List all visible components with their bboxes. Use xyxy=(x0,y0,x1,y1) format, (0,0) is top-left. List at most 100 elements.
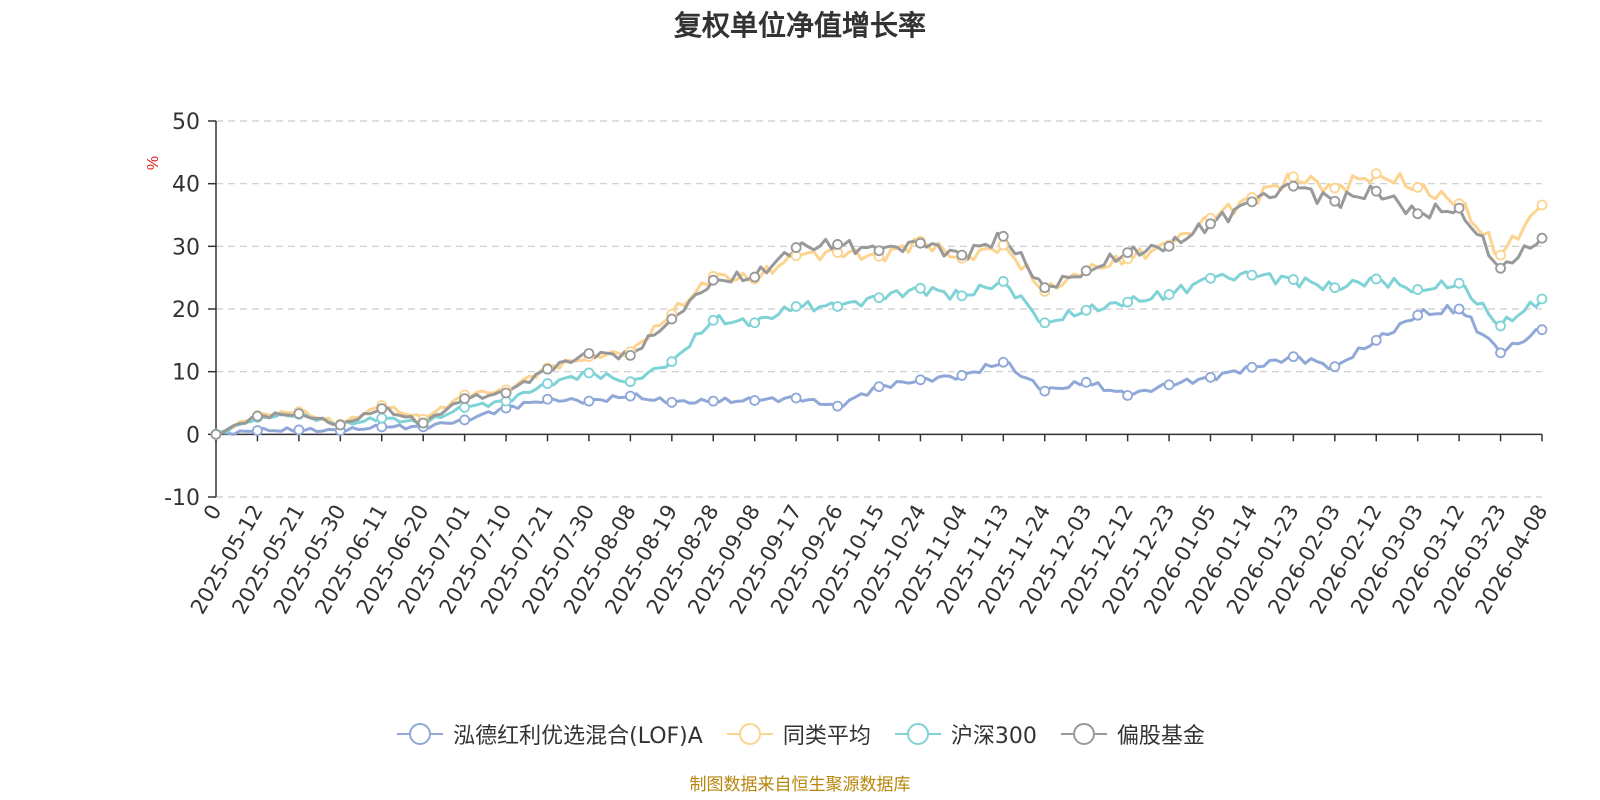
data-point[interactable] xyxy=(1246,361,1258,373)
data-point[interactable] xyxy=(1495,262,1506,274)
data-point[interactable] xyxy=(1453,303,1465,315)
data-point[interactable] xyxy=(1370,273,1382,285)
data-point[interactable] xyxy=(832,301,843,312)
data-point[interactable] xyxy=(1039,317,1051,329)
data-point[interactable] xyxy=(376,412,388,424)
data-point[interactable] xyxy=(1287,180,1299,192)
data-point[interactable] xyxy=(997,239,1009,251)
legend-item-1[interactable]: 同类平均 xyxy=(725,718,871,750)
data-point[interactable] xyxy=(417,417,429,429)
data-point[interactable] xyxy=(293,424,305,436)
data-point[interactable] xyxy=(956,290,968,302)
data-point[interactable] xyxy=(915,282,926,294)
data-point[interactable] xyxy=(1370,185,1382,197)
data-point[interactable] xyxy=(252,410,263,422)
data-point[interactable] xyxy=(624,349,636,361)
data-point[interactable] xyxy=(1122,390,1134,401)
data-point[interactable] xyxy=(1412,284,1424,295)
data-point[interactable] xyxy=(542,378,553,389)
data-point[interactable] xyxy=(1329,182,1341,194)
data-point[interactable] xyxy=(1122,247,1134,259)
data-point[interactable] xyxy=(1039,385,1051,397)
data-point[interactable] xyxy=(334,419,346,431)
data-point[interactable] xyxy=(997,230,1009,242)
data-point[interactable] xyxy=(1287,171,1299,183)
data-point[interactable] xyxy=(1246,196,1258,208)
data-point[interactable] xyxy=(583,367,595,379)
data-point[interactable] xyxy=(1246,269,1258,281)
data-point[interactable] xyxy=(542,393,553,405)
data-point[interactable] xyxy=(832,239,843,250)
data-point[interactable] xyxy=(1163,289,1175,300)
data-point[interactable] xyxy=(1205,218,1216,230)
data-point[interactable] xyxy=(1287,351,1299,363)
data-point[interactable] xyxy=(583,348,595,359)
data-point[interactable] xyxy=(1163,379,1175,391)
data-point[interactable] xyxy=(707,314,719,326)
data-point[interactable] xyxy=(1329,361,1341,373)
data-point[interactable] xyxy=(1536,293,1548,305)
data-point[interactable] xyxy=(1039,282,1051,294)
data-point[interactable] xyxy=(1536,199,1548,211)
data-point[interactable] xyxy=(1536,324,1548,336)
data-point[interactable] xyxy=(915,237,926,249)
data-point[interactable] xyxy=(873,292,885,304)
data-point[interactable] xyxy=(459,393,471,405)
data-point[interactable] xyxy=(293,408,305,420)
data-point[interactable] xyxy=(1287,274,1299,285)
data-point[interactable] xyxy=(1205,371,1216,383)
data-point[interactable] xyxy=(1205,272,1216,284)
data-point[interactable] xyxy=(210,428,222,440)
data-point[interactable] xyxy=(749,317,761,329)
data-point[interactable] xyxy=(252,425,263,436)
data-point[interactable] xyxy=(1370,168,1382,180)
data-point[interactable] xyxy=(542,363,553,375)
data-point[interactable] xyxy=(1370,334,1382,346)
data-point[interactable] xyxy=(1412,208,1424,220)
data-point[interactable] xyxy=(376,421,388,433)
data-point[interactable] xyxy=(1453,202,1465,214)
data-point[interactable] xyxy=(790,242,802,253)
data-point[interactable] xyxy=(1412,309,1424,321)
data-point[interactable] xyxy=(624,390,636,402)
data-point[interactable] xyxy=(749,395,761,406)
data-point[interactable] xyxy=(707,274,719,286)
data-point[interactable] xyxy=(500,387,512,399)
data-point[interactable] xyxy=(790,392,802,404)
data-point[interactable] xyxy=(1453,277,1465,289)
data-point[interactable] xyxy=(1329,195,1341,207)
data-point[interactable] xyxy=(459,414,471,426)
data-point[interactable] xyxy=(1536,232,1548,244)
data-point[interactable] xyxy=(459,401,471,413)
data-point[interactable] xyxy=(666,396,678,408)
data-point[interactable] xyxy=(873,245,885,257)
data-point[interactable] xyxy=(707,395,719,407)
data-point[interactable] xyxy=(583,395,595,407)
legend-item-0[interactable]: 泓德红利优选混合(LOF)A xyxy=(395,718,703,750)
data-point[interactable] xyxy=(997,356,1009,368)
data-point[interactable] xyxy=(997,276,1009,287)
data-point[interactable] xyxy=(1080,304,1092,316)
data-point[interactable] xyxy=(956,370,968,381)
data-point[interactable] xyxy=(1495,347,1506,359)
data-point[interactable] xyxy=(1080,376,1092,388)
data-point[interactable] xyxy=(749,271,761,283)
data-point[interactable] xyxy=(1495,320,1506,332)
data-point[interactable] xyxy=(376,403,388,415)
data-point[interactable] xyxy=(956,249,968,261)
data-point[interactable] xyxy=(666,356,678,368)
data-point[interactable] xyxy=(666,313,678,325)
data-point[interactable] xyxy=(1163,240,1175,252)
data-point[interactable] xyxy=(873,381,885,393)
data-point[interactable] xyxy=(1412,182,1424,193)
data-point[interactable] xyxy=(832,400,843,412)
data-point[interactable] xyxy=(790,301,802,312)
data-point[interactable] xyxy=(1122,296,1134,308)
data-point[interactable] xyxy=(624,376,636,388)
data-point[interactable] xyxy=(1080,265,1092,277)
data-point[interactable] xyxy=(1329,282,1341,294)
data-point[interactable] xyxy=(915,374,926,386)
legend-item-3[interactable]: 偏股基金 xyxy=(1059,718,1205,750)
legend-item-2[interactable]: 沪深300 xyxy=(893,718,1037,750)
data-point[interactable] xyxy=(1495,249,1506,261)
